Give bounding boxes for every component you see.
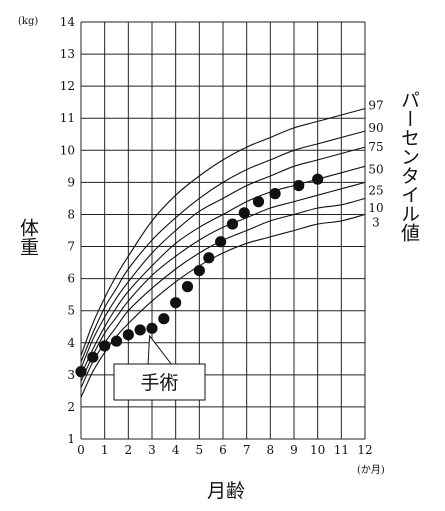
percentile-curve-90 [80, 130, 366, 363]
x-tick-label: 10 [310, 443, 325, 457]
x-tick-label: 4 [172, 443, 180, 457]
weight-data-point [215, 236, 227, 248]
weight-data-point [252, 196, 265, 208]
weight-data-point [87, 351, 99, 363]
y-tick-label: 4 [67, 336, 75, 350]
percentile-label-97: 97 [368, 98, 383, 112]
weight-data-point [75, 366, 87, 378]
x-tick-label: 9 [290, 443, 298, 457]
percentile-curve-25 [80, 181, 366, 382]
percentile-curve-50 [80, 165, 366, 376]
y-tick-label: 6 [67, 272, 75, 286]
weight-data-point [158, 313, 170, 325]
weight-data-point [293, 179, 305, 192]
percentile-label-10: 10 [368, 201, 383, 215]
weight-data-point [122, 329, 134, 341]
y-tick-label: 8 [67, 207, 75, 221]
y-tick-label: 9 [67, 175, 75, 189]
weight-data-point [193, 264, 205, 277]
x-axis-unit: (か月) [357, 464, 385, 476]
y-axis-label: 体重 [17, 218, 39, 256]
weight-data-point [181, 281, 194, 293]
x-tick-label: 6 [219, 443, 227, 457]
percentile-curve-75 [80, 146, 366, 369]
y-tick-label: 14 [60, 15, 76, 29]
annotation-label: 手術 [140, 372, 178, 394]
y-tick-label: 10 [60, 143, 75, 157]
x-tick-label: 12 [357, 443, 372, 457]
weight-data-point [238, 207, 250, 219]
annotation-pointer [147, 334, 173, 366]
x-tick-label: 1 [101, 443, 109, 457]
percentile-curve-10 [80, 197, 366, 388]
x-axis-label: 月齢 [207, 480, 245, 502]
weight-data-points [75, 173, 324, 378]
x-tick-label: 0 [77, 443, 85, 457]
weight-data-point [146, 322, 158, 334]
weight-data-point [110, 335, 123, 347]
weight-data-point [203, 252, 215, 264]
x-tick-label: 11 [334, 443, 349, 457]
percentile-label-3: 3 [372, 215, 380, 229]
weight-data-point [269, 188, 281, 200]
percentile-curve-97 [80, 108, 366, 356]
x-tick-label: 2 [125, 443, 133, 457]
y-tick-label: 3 [67, 368, 75, 382]
weight-data-point [312, 173, 324, 185]
y-tick-label: 5 [67, 304, 75, 318]
y-tick-label: 2 [67, 400, 75, 414]
percentile-label-75: 75 [368, 140, 383, 154]
y-tick-label: 11 [60, 111, 75, 125]
weight-data-point [99, 340, 111, 352]
y-tick-label: 13 [60, 47, 75, 61]
weight-data-point [170, 297, 182, 309]
annotation-box [113, 363, 206, 401]
x-tick-label: 7 [243, 443, 251, 457]
weight-data-point [226, 218, 239, 230]
y-axis-unit: (kg) [18, 16, 38, 27]
x-tick-label: 5 [196, 443, 204, 457]
percentile-label-25: 25 [368, 183, 383, 197]
surgery-annotation: 手術 [113, 334, 206, 401]
x-tick-label: 3 [148, 443, 156, 457]
percentile-value-labels: 97 90 75 50 25 103 [368, 98, 383, 229]
percentile-label-90: 90 [368, 121, 383, 135]
grid-lines [80, 21, 366, 440]
percentile-axis-label: パーセンタイル値 [398, 90, 420, 242]
percentile-label-50: 50 [368, 163, 383, 177]
x-tick-label: 8 [267, 443, 275, 457]
y-tick-label: 12 [60, 79, 75, 93]
y-tick-label: 1 [67, 432, 75, 446]
y-tick-label: 7 [67, 240, 75, 254]
weight-data-point [134, 324, 146, 336]
